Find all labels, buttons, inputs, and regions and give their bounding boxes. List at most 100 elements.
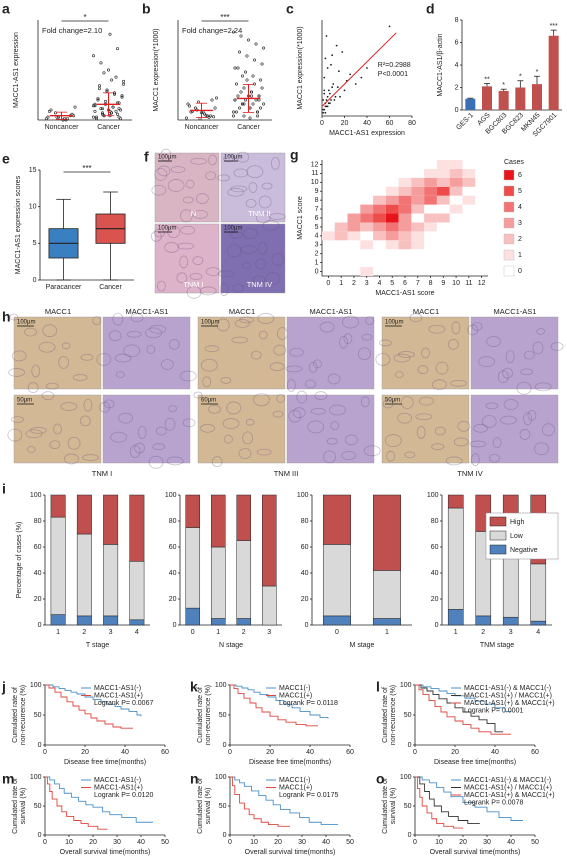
tissue-texture <box>112 312 124 326</box>
x-tick-label: 1 <box>454 629 458 636</box>
data-point <box>204 113 208 117</box>
data-point <box>102 71 106 75</box>
data-point <box>327 89 330 92</box>
tissue-texture <box>170 166 186 173</box>
tissue-texture <box>523 350 535 360</box>
tissue-texture <box>217 174 230 182</box>
panel-label: k <box>190 679 198 695</box>
legend-label: MACC1-AS1(-) <box>94 685 141 692</box>
tissue-texture <box>205 267 221 277</box>
x-tick-label: 40 <box>507 839 515 846</box>
caption: TNM I <box>92 469 112 478</box>
image-label: MACC1 <box>413 307 439 316</box>
data-point <box>360 76 363 79</box>
heat-cell <box>398 177 412 187</box>
panel-label: g <box>290 147 299 163</box>
y-tick-label: 5 <box>33 240 37 247</box>
image-label: MACC1-AS1 <box>494 307 537 316</box>
data-point <box>49 108 53 112</box>
data-point <box>212 115 216 119</box>
significance: *** <box>82 164 91 173</box>
tissue-texture <box>231 336 249 344</box>
data-point <box>341 51 344 53</box>
tissue-texture <box>255 212 271 224</box>
x-tick-label: 0 <box>335 629 339 636</box>
tissue-texture <box>245 418 255 426</box>
annotation: Fold change=2.24 <box>182 26 242 35</box>
tissue-texture <box>176 272 188 284</box>
tissue-texture <box>534 442 549 456</box>
bar-segment <box>373 618 401 626</box>
bar-segment <box>129 494 145 562</box>
scale-label: 100μm <box>224 155 242 161</box>
panel-label: n <box>190 771 199 787</box>
heat-cell <box>462 177 476 187</box>
tissue-texture <box>519 429 531 440</box>
y-tick-label: 20 <box>34 596 42 603</box>
tissue-texture <box>193 391 203 399</box>
bar-segment <box>475 615 492 626</box>
tissue-texture <box>326 437 338 445</box>
y-tick-label: 100 <box>400 774 412 781</box>
x-tick-label: 10 <box>452 280 460 287</box>
heat-cell <box>373 231 386 241</box>
y-tick-label: 80 <box>34 518 42 525</box>
tissue-texture <box>500 415 517 425</box>
annotation: Logrank P= 0.0001 <box>464 707 523 714</box>
data-point <box>349 73 352 76</box>
annotation: P<0.0001 <box>378 71 408 78</box>
tissue-texture <box>323 450 337 464</box>
significance: * <box>502 82 505 89</box>
data-point <box>110 78 114 82</box>
bar-segment <box>502 616 519 626</box>
bar <box>498 90 509 110</box>
km-curve <box>45 684 133 729</box>
tissue-texture <box>397 351 415 358</box>
x-tick-label: 10 <box>65 839 73 846</box>
x-tick-label: 60 <box>161 749 169 756</box>
tissue-texture <box>418 396 434 406</box>
x-tick-label: Cancer <box>99 284 122 291</box>
tissue-texture <box>252 275 266 285</box>
y-tick-label: 100 <box>30 774 42 781</box>
x-tick-label: 20 <box>81 749 89 756</box>
data-point <box>339 95 341 98</box>
x-axis-label: TNM stage <box>480 642 514 649</box>
y-axis-label: MACC1-AS1 expression scores <box>15 175 22 274</box>
tissue-texture <box>200 358 218 372</box>
y-tick-label: 6 <box>315 215 319 222</box>
y-tick-label: 2 <box>455 84 459 91</box>
x-tick-label: 20 <box>451 749 459 756</box>
data-point <box>117 107 121 111</box>
tissue-texture <box>432 379 447 391</box>
tissue-texture <box>409 313 423 323</box>
y-tick-label: 40 <box>169 570 177 577</box>
micrograph <box>197 394 286 464</box>
y-tick-label: 20 <box>431 596 439 603</box>
heat-cell <box>373 222 386 232</box>
tissue-texture <box>327 373 341 385</box>
tissue-texture <box>243 228 258 240</box>
data-point <box>242 86 246 90</box>
km-curve <box>415 684 512 712</box>
tissue-texture <box>154 167 168 181</box>
tissue-texture <box>292 407 306 419</box>
km-curve <box>230 776 290 827</box>
y-tick-label: 40 <box>431 570 439 577</box>
tissue-texture <box>415 413 433 421</box>
x-tick-label: 1 <box>385 629 389 636</box>
bar <box>532 84 542 110</box>
tissue-texture <box>258 195 272 209</box>
tissue-texture <box>536 327 545 335</box>
x-tick-label: 2 <box>242 629 246 636</box>
y-tick-label: 0 <box>315 268 319 275</box>
tissue-texture <box>157 165 171 177</box>
y-tick-label: 0 <box>408 742 412 749</box>
tissue-texture <box>80 353 94 361</box>
tissue-texture <box>314 391 328 401</box>
scale-label: 100μm <box>158 226 176 232</box>
legend-label: MACC1-AS1(+) & MACC1(+) <box>464 792 555 799</box>
tissue-texture <box>286 378 296 392</box>
heat-cell <box>436 168 450 178</box>
scale-label: 100μm <box>224 226 242 232</box>
